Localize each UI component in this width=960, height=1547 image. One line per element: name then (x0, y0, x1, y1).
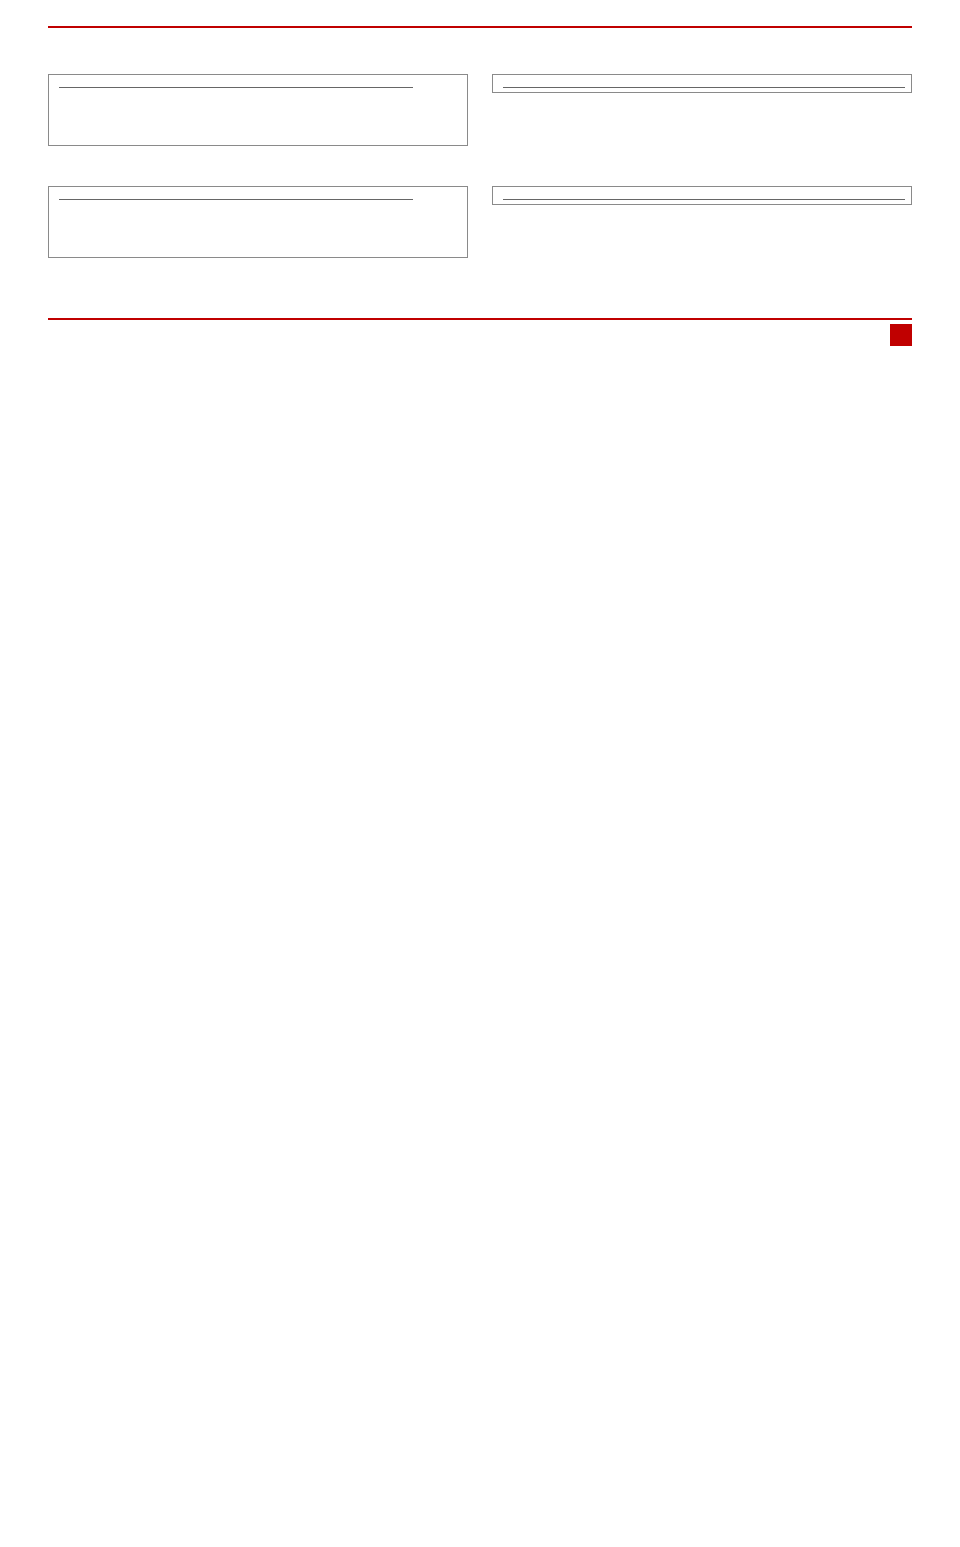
chart-sekil8-box (48, 74, 468, 146)
top-left-column (48, 64, 468, 146)
chart-sekil9-legend (413, 199, 461, 255)
bottom-left-column (48, 176, 468, 258)
chart-sekil8-legend (413, 87, 461, 143)
chart-sekil10-box (492, 74, 912, 93)
chart-sekil11-plot (503, 199, 905, 200)
chart-sekil10-plot (503, 87, 905, 88)
bottom-right-column (492, 176, 912, 258)
page (0, 0, 960, 370)
chart-sekil9-box (48, 186, 468, 258)
chart-sekil9-plotwrap (55, 199, 413, 202)
page-footer (48, 318, 912, 346)
chart-sekil8-plot (59, 87, 413, 88)
chart-sekil11-box (492, 186, 912, 205)
bottom-columns (48, 176, 912, 258)
top-right-column (492, 64, 912, 146)
document-header (48, 24, 912, 28)
chart-sekil8-plotwrap (55, 87, 413, 90)
chart-sekil9-plot (59, 199, 413, 200)
top-columns (48, 64, 912, 146)
page-number (890, 324, 912, 346)
